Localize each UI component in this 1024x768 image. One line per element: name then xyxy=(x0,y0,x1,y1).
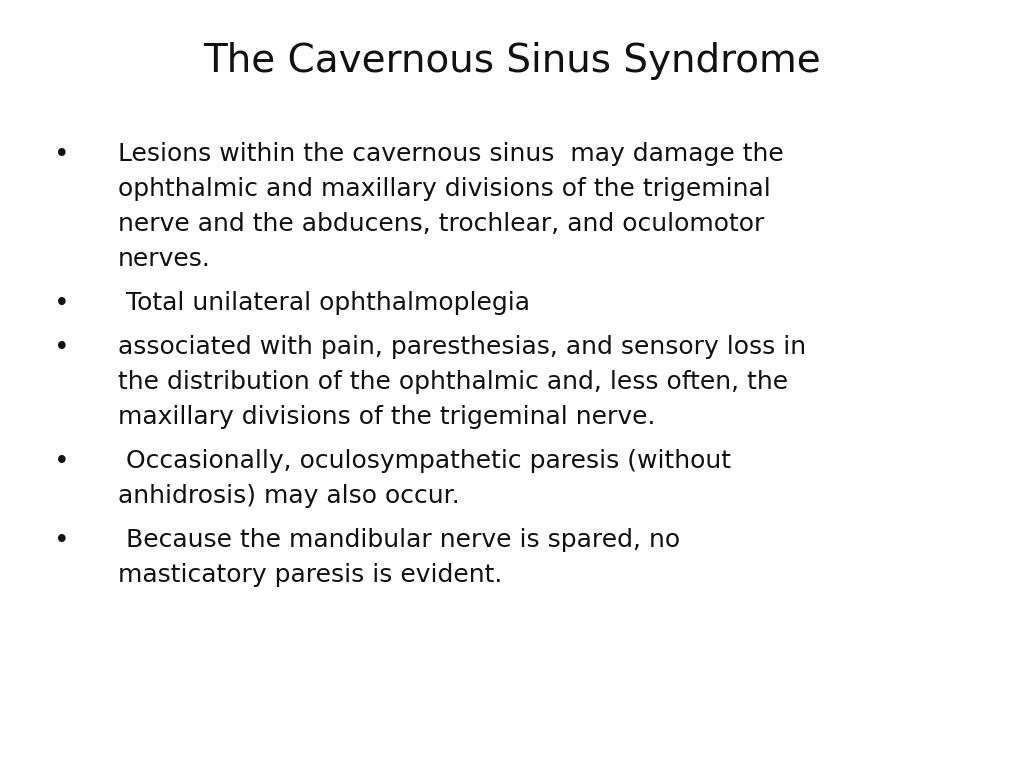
Text: maxillary divisions of the trigeminal nerve.: maxillary divisions of the trigeminal ne… xyxy=(118,406,655,429)
Text: Because the mandibular nerve is spared, no: Because the mandibular nerve is spared, … xyxy=(118,528,680,552)
Text: nerve and the abducens, trochlear, and oculomotor: nerve and the abducens, trochlear, and o… xyxy=(118,212,764,236)
Text: Lesions within the cavernous sinus  may damage the: Lesions within the cavernous sinus may d… xyxy=(118,142,783,166)
Text: •: • xyxy=(53,528,70,554)
Text: •: • xyxy=(53,142,70,168)
Text: Total unilateral ophthalmoplegia: Total unilateral ophthalmoplegia xyxy=(118,291,529,315)
Text: associated with pain, paresthesias, and sensory loss in: associated with pain, paresthesias, and … xyxy=(118,335,806,359)
Text: •: • xyxy=(53,335,70,361)
Text: anhidrosis) may also occur.: anhidrosis) may also occur. xyxy=(118,484,460,508)
Text: the distribution of the ophthalmic and, less often, the: the distribution of the ophthalmic and, … xyxy=(118,370,787,394)
Text: nerves.: nerves. xyxy=(118,247,211,271)
Text: ophthalmic and maxillary divisions of the trigeminal: ophthalmic and maxillary divisions of th… xyxy=(118,177,770,201)
Text: Occasionally, oculosympathetic paresis (without: Occasionally, oculosympathetic paresis (… xyxy=(118,449,731,473)
Text: •: • xyxy=(53,449,70,475)
Text: The Cavernous Sinus Syndrome: The Cavernous Sinus Syndrome xyxy=(203,42,821,80)
Text: •: • xyxy=(53,291,70,317)
Text: masticatory paresis is evident.: masticatory paresis is evident. xyxy=(118,563,502,588)
